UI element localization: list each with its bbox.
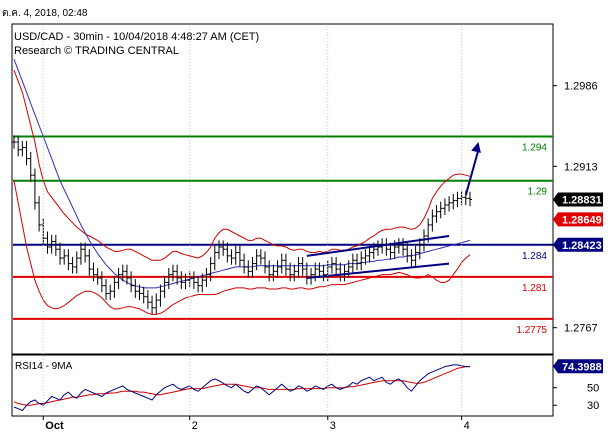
x-tick-label: 3 [330,420,336,432]
chart-subtitle: Research © TRADING CENTRAL [14,45,179,57]
level-label: 1.281 [522,283,547,294]
rsi-chart-layer: RSI14 - 9MA [13,361,470,412]
level-label: 1.29 [528,187,548,198]
price-badge-label: 1.28831 [562,194,602,206]
price-badge [553,237,603,252]
moving-average-line [13,59,471,289]
lower-band-line [13,180,471,315]
y-tick-label: 1.2913 [564,161,598,173]
target-arrow-shaft [464,149,480,196]
price-badge [553,192,603,207]
channel-trendline [306,262,450,279]
axis-layer: 1.29861.29131.27671.288311.286491.284235… [42,26,603,432]
target-arrow-head [471,142,481,153]
y-tick-label: 1.2986 [564,81,598,93]
x-tick-label: 2 [192,420,198,432]
main-chart-layer: 1.294 1.29 1.284 1.281 1.2775 [12,59,553,336]
rsi-badge [553,359,603,374]
y-tick-label: 1.2767 [564,323,598,335]
level-label: 1.2775 [516,325,547,336]
x-tick-label: Oct [45,420,64,432]
price-badge [553,212,603,227]
rsi-line [13,364,470,412]
channel-trendline [306,234,450,257]
level-label: 1.284 [522,251,547,262]
price-badge-label: 1.28649 [562,214,602,226]
x-tick-label: 4 [464,420,470,432]
rsi-y-tick-label: 30 [587,400,599,412]
rsi-y-tick-label: 50 [587,383,599,395]
price-badge-label: 1.28423 [562,240,602,252]
rsi-title: RSI14 - 9MA [15,361,73,372]
timestamp-label: ต.ค. 4, 2018, 02:48 [2,8,88,19]
level-label: 1.294 [522,143,547,154]
rsi-badge-label: 74.3988 [562,361,602,373]
upper-band-line [13,70,471,261]
main-plot-frame [11,23,554,355]
chart-title: USD/CAD - 30min - 10/04/2018 4:48:27 AM … [14,31,260,43]
